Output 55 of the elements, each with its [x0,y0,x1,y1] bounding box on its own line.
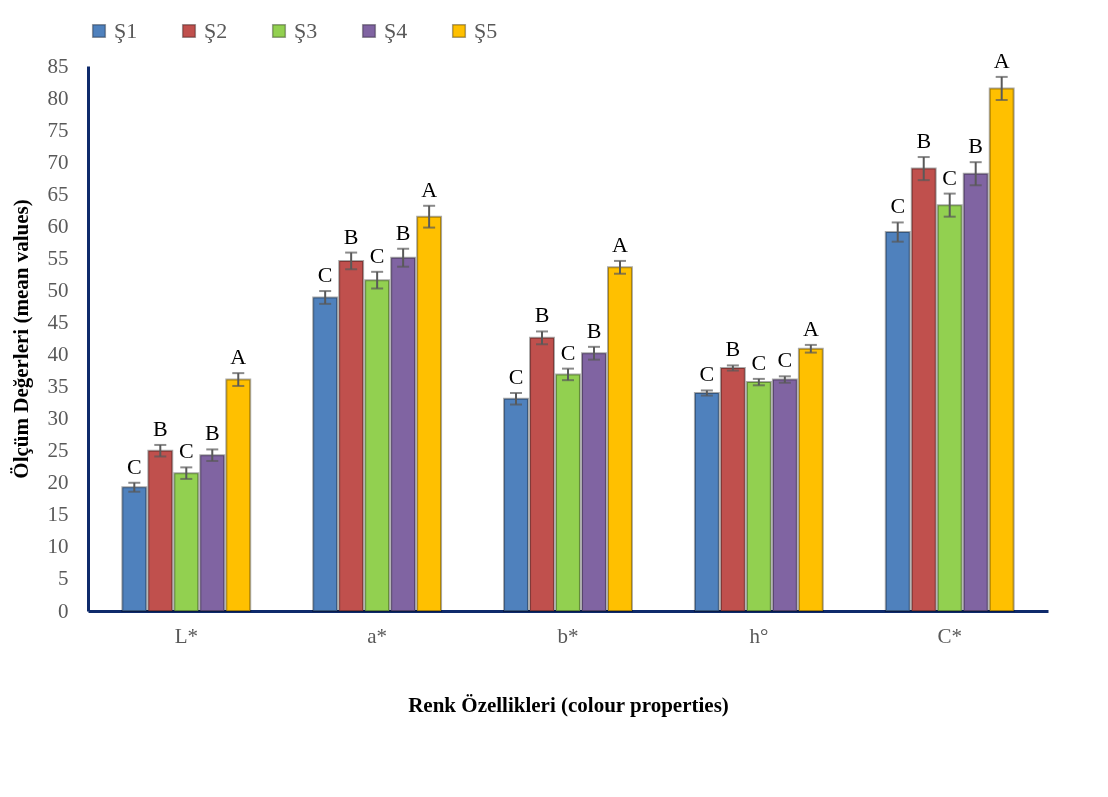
data-label: A [612,231,629,257]
data-label: C [369,242,385,268]
y-axis-title: Ölçüm Değerleri (mean values) [8,199,33,479]
data-label: A [802,315,819,341]
y-tick-label: 50 [47,277,69,302]
data-label: C [508,364,524,389]
y-tick-label: 80 [47,85,69,110]
data-label: C [942,164,958,190]
x-axis-title: Renk Özellikleri (colour properties) [408,692,729,717]
legend-label: Ş2 [204,18,228,43]
y-tick-label: 10 [47,534,69,559]
data-label: B [204,420,220,446]
legend-label: Ş4 [384,18,408,43]
data-label: C [751,349,767,375]
data-label: B [152,415,168,441]
y-tick-label: 35 [47,374,69,399]
y-tick-label: 15 [47,502,69,527]
data-label: C [560,339,576,365]
y-tick-label: 45 [47,309,69,334]
data-label: A [421,176,438,202]
x-tick-label: b* [557,623,579,648]
legend-label: Ş5 [474,18,498,43]
y-tick-label: 0 [58,598,69,623]
legend-label: Ş1 [114,18,138,43]
data-label: B [343,223,359,249]
data-label: A [993,47,1010,73]
x-tick-label: C* [937,623,962,648]
x-tick-label: a* [367,623,388,648]
y-tick-label: 40 [47,342,69,367]
y-tick-label: 25 [47,438,69,463]
data-label: B [916,128,932,154]
data-label: C [317,262,333,288]
y-tick-label: 75 [47,117,69,142]
data-label: B [968,133,984,159]
data-label: B [534,302,550,328]
data-label: C [126,453,142,479]
y-tick-label: 55 [47,245,69,270]
data-label: C [178,438,194,464]
y-tick-label: 65 [47,181,69,206]
y-tick-label: 60 [47,213,69,238]
legend-label: Ş3 [294,18,318,43]
data-label: C [699,361,715,387]
data-label: B [725,336,741,362]
data-label: B [395,219,411,245]
data-label: C [777,347,793,373]
x-tick-label: h° [749,623,769,648]
data-label: A [230,344,247,370]
y-tick-label: 20 [47,470,69,495]
x-tick-label: L* [174,623,198,648]
data-label: B [586,317,602,343]
y-tick-label: 5 [58,566,69,591]
data-label: C [890,193,906,219]
y-tick-label: 85 [47,53,69,78]
y-tick-label: 70 [47,149,69,174]
y-tick-label: 30 [47,406,69,431]
